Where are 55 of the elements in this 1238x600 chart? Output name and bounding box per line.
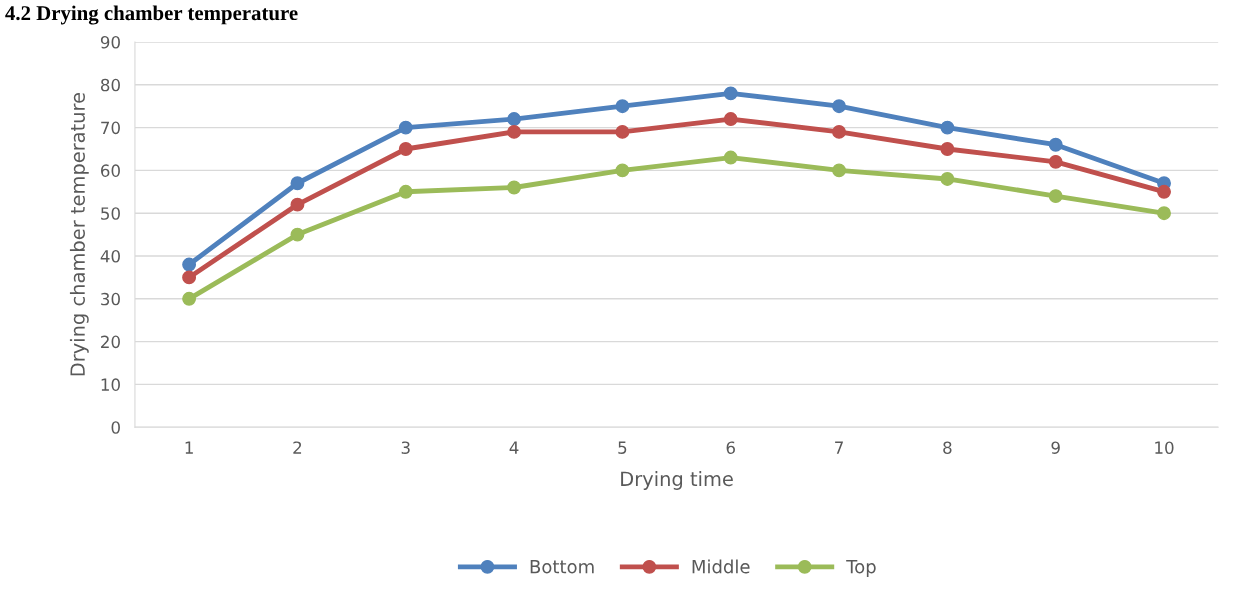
x-tick-label: 4 <box>509 441 519 454</box>
point <box>182 257 197 272</box>
legend-label: Top <box>846 560 876 577</box>
point <box>615 124 630 139</box>
y-tick-label: 50 <box>101 207 120 220</box>
x-tick-label: 6 <box>726 441 735 454</box>
point <box>290 227 305 242</box>
x-tick-label: 7 <box>835 441 843 454</box>
point <box>832 163 846 178</box>
legend-label: Bottom <box>530 560 594 574</box>
point <box>723 112 738 126</box>
point <box>1048 137 1063 152</box>
point <box>182 291 197 306</box>
point <box>832 99 846 114</box>
point <box>723 150 738 165</box>
x-tick-label: 1 <box>185 441 193 454</box>
y-axis-title: Drying chamber temperature <box>69 92 89 376</box>
chart-title: 4.2 Drying chamber temperature <box>5 5 298 25</box>
point <box>940 142 955 156</box>
y-tick-label: 60 <box>101 164 120 177</box>
point <box>507 180 522 195</box>
point <box>1048 189 1063 204</box>
x-tick-label: 9 <box>1051 441 1060 454</box>
y-tick-label: 70 <box>101 121 120 135</box>
y-tick-label: 20 <box>101 335 120 349</box>
point <box>398 184 413 199</box>
point <box>398 120 413 135</box>
x-tick-label: 3 <box>401 441 410 454</box>
point <box>1157 206 1171 221</box>
point <box>507 124 522 139</box>
x-tick-label: 10 <box>1155 441 1174 454</box>
point <box>940 120 955 135</box>
y-tick-label: 90 <box>100 35 120 49</box>
point <box>290 197 305 212</box>
point <box>398 142 413 156</box>
point <box>615 163 630 178</box>
point <box>723 86 738 101</box>
x-axis-title: Drying time <box>621 471 733 490</box>
x-tick-label: 8 <box>943 441 952 454</box>
point <box>615 99 630 114</box>
y-tick-label: 80 <box>100 78 120 92</box>
x-tick-label: 5 <box>618 441 627 454</box>
point <box>1048 154 1063 169</box>
legend-label: Middle <box>692 559 750 574</box>
x-tick-label: 2 <box>293 441 302 454</box>
y-tick-label: 30 <box>101 292 120 306</box>
y-tick-label: 10 <box>101 378 120 391</box>
point <box>940 172 955 186</box>
point <box>1157 184 1171 199</box>
y-tick-label: 40 <box>100 249 120 263</box>
y-tick-label: 0 <box>111 421 120 434</box>
point <box>832 124 846 139</box>
point <box>290 176 305 191</box>
point <box>182 270 197 285</box>
point <box>507 112 522 126</box>
